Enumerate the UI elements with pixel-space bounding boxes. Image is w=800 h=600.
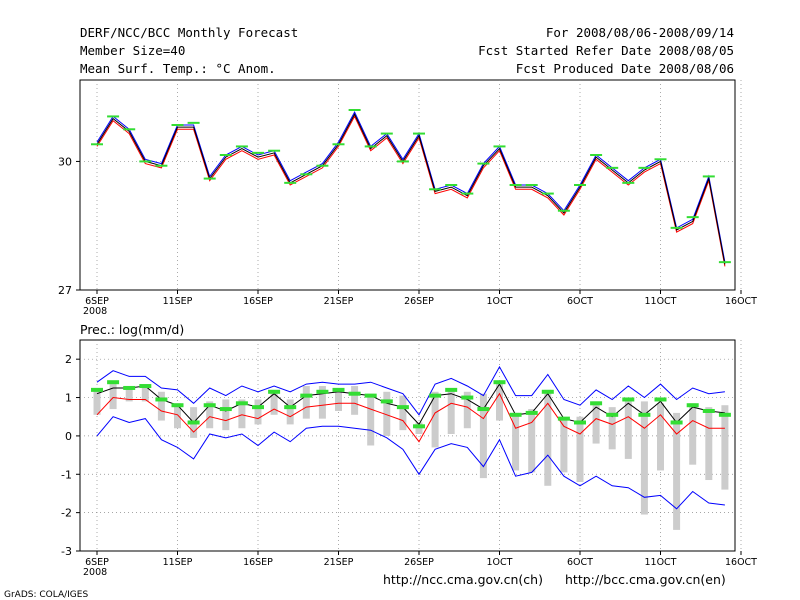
precip-ytick-label: 1 [65, 392, 72, 405]
spread-bar [479, 393, 487, 479]
spread-bar [141, 386, 149, 402]
precip-xtick-label: 6OCT [567, 557, 593, 568]
temp-series-ensemble-mean [96, 113, 726, 265]
spread-bar [705, 407, 713, 481]
precip-ytick-label: -3 [61, 545, 72, 558]
precip-xtick-label: 16SEP [243, 557, 273, 568]
precip-series-min [96, 416, 725, 510]
spread-bar [174, 403, 181, 429]
precip-xtick-label: 26SEP [404, 557, 434, 568]
temp-series-upper [96, 110, 726, 263]
temp-xtick-label: 1OCT [487, 296, 513, 307]
spread-bar [270, 389, 278, 415]
spread-bar [689, 403, 697, 465]
temp-ytick-label: 30 [58, 155, 72, 168]
spread-bar [302, 386, 310, 419]
spread-bar [351, 386, 359, 415]
precip-xtick-label: 11SEP [163, 557, 193, 568]
temp-xtick-year: 2008 [83, 306, 107, 317]
temp-xtick-label: 11OCT [644, 296, 676, 307]
spread-bar [463, 391, 471, 429]
spread-bar [512, 412, 520, 471]
spread-bar [624, 401, 632, 459]
precip-xtick-year: 2008 [83, 567, 107, 578]
spread-bar [367, 393, 375, 446]
precip-ytick-label: 2 [65, 353, 72, 366]
spread-bar [608, 407, 616, 450]
spread-bar [447, 389, 455, 434]
started-date: Fcst Started Refer Date 2008/08/05 [478, 43, 734, 58]
variable-label: Mean Surf. Temp.: °C Anom. [80, 61, 276, 76]
spread-bar [399, 395, 407, 431]
url-en: http://bcc.cma.gov.cn(en) [565, 572, 726, 587]
temp-xtick-label: 26SEP [404, 296, 434, 307]
precip-xtick-label: 16OCT [725, 557, 757, 568]
spread-bar [318, 386, 326, 419]
precip-series-upper [96, 365, 725, 416]
spread-bar [109, 384, 117, 410]
precip-series-lower [96, 392, 725, 443]
spread-bar [657, 403, 664, 471]
spread-bar [238, 399, 246, 429]
spread-bar [544, 389, 552, 486]
temp-series-lower [96, 115, 726, 267]
spread-bar [125, 386, 133, 402]
precip-panel-title: Prec.: log(mm/d) [80, 322, 184, 337]
temp-xtick-label: 6SEP [85, 296, 109, 307]
chart-title: DERF/NCC/BCC Monthly Forecast [80, 25, 299, 40]
spread-bar [93, 389, 101, 415]
spread-bar [222, 399, 230, 431]
temp-xtick-label: 11SEP [163, 296, 193, 307]
spread-bar [560, 418, 568, 473]
spread-bar [496, 384, 503, 421]
spread-bar [206, 401, 214, 429]
precip-ytick-label: -2 [61, 507, 72, 520]
spread-bar [335, 389, 342, 411]
member-size: Member Size=40 [80, 43, 186, 58]
precip-xtick-label: 6SEP [85, 557, 109, 568]
precip-xtick-label: 11OCT [644, 557, 676, 568]
precip-series-ensemble-mean [96, 383, 725, 426]
temp-xtick-label: 21SEP [324, 296, 354, 307]
precip-xtick-label: 1OCT [487, 557, 513, 568]
spread-bar [157, 391, 165, 421]
spread-bar [721, 405, 729, 490]
forecast-period: For 2008/08/06-2008/09/14 [545, 25, 734, 40]
produced-date: Fcst Produced Date 2008/08/06 [515, 61, 734, 76]
precip-ytick-label: 0 [65, 430, 72, 443]
grads-credit: GrADS: COLA/IGES [4, 590, 88, 600]
temp-xtick-label: 16OCT [725, 296, 757, 307]
spread-bar [383, 391, 391, 436]
precip-ytick-label: -1 [61, 468, 72, 481]
spread-bar [592, 401, 600, 444]
temp-xtick-label: 16SEP [243, 296, 273, 307]
spread-bar [254, 399, 262, 425]
temp-xtick-label: 6OCT [567, 296, 593, 307]
spread-bar [528, 409, 536, 473]
url-ch: http://ncc.cma.gov.cn(ch) [383, 572, 543, 587]
precip-plot-frame [79, 339, 736, 552]
spread-bar [431, 391, 439, 448]
spread-bar [576, 416, 584, 482]
spread-bar [286, 399, 294, 425]
temperature-plot-frame [79, 79, 736, 291]
temp-ytick-label: 27 [58, 284, 72, 297]
precip-xtick-label: 21SEP [324, 557, 354, 568]
spread-bar [640, 401, 648, 515]
spread-bar [673, 412, 681, 530]
